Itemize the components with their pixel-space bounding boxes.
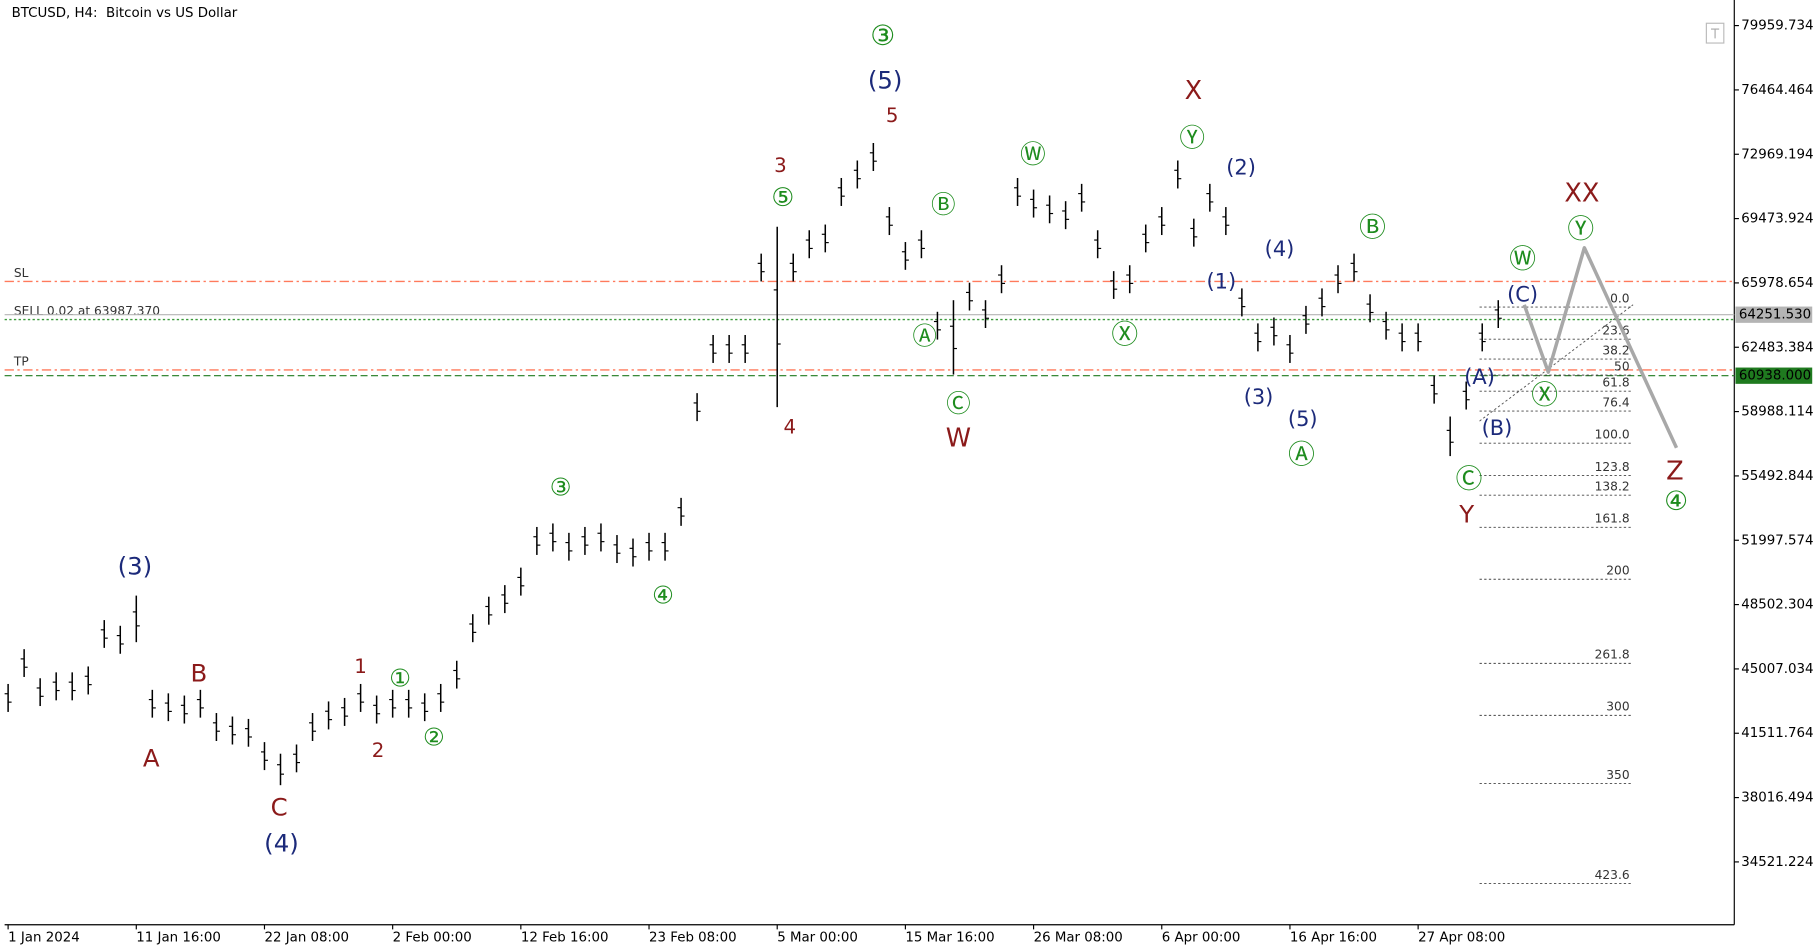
wave-label: (B) (1482, 416, 1513, 440)
fib-label: 350 (1606, 768, 1629, 782)
wave-label: ③ (870, 19, 895, 52)
fib-label: 0.0 (1610, 291, 1629, 305)
x-tick-label: 26 Mar 08:00 (1034, 931, 1123, 946)
wave-label: B (190, 659, 207, 688)
x-tick-label: 6 Apr 00:00 (1162, 931, 1241, 946)
x-tick-label: 11 Jan 16:00 (136, 931, 221, 946)
wave-label: 1 (354, 655, 367, 678)
order-line-label: TP (13, 354, 29, 368)
wave-label: Ⓑ (931, 190, 955, 219)
y-tick-label: 45007.034 (1741, 662, 1813, 677)
wave-label: C (271, 792, 288, 821)
fib-label: 423.6 (1595, 868, 1630, 882)
order-line-label: SELL 0.02 at 63987.370 (14, 304, 160, 318)
price-tag-label: 60938.000 (1739, 369, 1811, 384)
fib-label: 200 (1606, 564, 1629, 578)
wave-label: (C) (1507, 282, 1538, 306)
wave-label: Ⓐ (912, 321, 936, 350)
wave-label: A (143, 744, 160, 773)
x-tick-label: 22 Jan 08:00 (264, 931, 349, 946)
y-tick-label: 38016.494 (1741, 791, 1813, 806)
order-line-label: SL (14, 266, 29, 280)
x-tick-label: 5 Mar 00:00 (777, 931, 858, 946)
price-tag-label: 64251.530 (1739, 308, 1811, 323)
wave-label: ④ (1664, 486, 1688, 517)
y-tick-label: 48502.304 (1741, 598, 1813, 613)
wave-label: (4) (264, 828, 299, 857)
wave-label: Ⓧ (1111, 320, 1138, 351)
fib-label: 161.8 (1595, 512, 1630, 526)
toggle-button[interactable] (1705, 22, 1725, 44)
price-tag (1735, 306, 1813, 323)
wave-label: Ⓨ (1179, 124, 1205, 154)
x-tick-label: 23 Feb 08:00 (649, 931, 737, 946)
projection-path (1522, 245, 1679, 449)
x-tick-label: 15 Mar 16:00 (905, 931, 994, 946)
background (4, 0, 1814, 948)
wave-label: ③ (550, 473, 572, 502)
y-tick-label: 76464.464 (1741, 83, 1813, 98)
fib-label: 261.8 (1595, 648, 1630, 662)
wave-label: (1) (1206, 270, 1236, 294)
wave-label: Ⓦ (1509, 244, 1536, 275)
wave-label: 2 (372, 739, 385, 762)
y-tick-label: 62483.384 (1741, 340, 1813, 355)
y-tick-label: 41511.764 (1741, 726, 1813, 741)
x-tick-label: 2 Feb 00:00 (393, 931, 472, 946)
wave-label: (4) (1265, 237, 1295, 261)
fib-label: 50 (1614, 359, 1630, 373)
fib-label: 100.0 (1595, 428, 1630, 442)
wave-label: (3) (1244, 385, 1274, 409)
fib-label: 38.2 (1602, 343, 1629, 357)
x-tick-label: 1 Jan 2024 (8, 931, 80, 946)
wave-label: (A) (1464, 365, 1495, 389)
wave-label: Ⓒ (1456, 464, 1483, 495)
wave-label: (2) (1226, 156, 1256, 180)
wave-label: Ⓨ (1567, 214, 1594, 245)
wave-label: 5 (886, 104, 899, 127)
wave-label: Ⓐ (1288, 439, 1315, 470)
wave-label: Ⓑ (1359, 213, 1386, 244)
wave-label: Ⓧ (1531, 380, 1558, 411)
y-tick-label: 55492.844 (1741, 469, 1813, 484)
fib-label: 300 (1606, 700, 1629, 714)
wave-label: (3) (118, 552, 153, 581)
y-tick-label: 69473.924 (1741, 212, 1813, 227)
fib-label: 76.4 (1602, 395, 1629, 409)
fib-label: 138.2 (1595, 480, 1630, 494)
wave-label: W (946, 424, 971, 454)
wave-label: Ⓦ (1020, 140, 1046, 170)
y-tick-label: 51997.574 (1741, 533, 1813, 548)
chart-title: BTCUSD, H4: Bitcoin vs US Dollar (12, 6, 238, 21)
wave-label: Z (1666, 456, 1684, 486)
y-tick-label: 65978.654 (1741, 276, 1813, 291)
fib-label: 123.8 (1595, 460, 1630, 474)
y-tick-label: 72969.194 (1741, 147, 1813, 162)
wave-label: X (1185, 76, 1203, 106)
x-tick-label: 16 Apr 16:00 (1290, 931, 1377, 946)
wave-label: 3 (774, 154, 787, 177)
x-tick-label: 12 Feb 16:00 (521, 931, 609, 946)
y-tick-label: 34521.224 (1741, 855, 1813, 870)
wave-label: XX (1564, 178, 1599, 208)
wave-label: ② (423, 723, 445, 752)
x-tick-label: 27 Apr 08:00 (1418, 931, 1505, 946)
y-tick-label: 79959.734 (1741, 19, 1813, 34)
wave-label: 4 (783, 416, 796, 439)
wave-label: ④ (652, 581, 674, 610)
wave-label: ⑤ (771, 183, 794, 213)
wave-label: (5) (868, 65, 903, 94)
price-tag (1735, 367, 1813, 384)
wave-label: (5) (1288, 407, 1318, 431)
wave-label: Ⓒ (946, 389, 970, 418)
wave-label: Y (1458, 499, 1474, 528)
y-tick-label: 58988.114 (1741, 405, 1813, 420)
wave-label: ① (389, 663, 411, 692)
fib-label: 61.8 (1602, 376, 1629, 390)
